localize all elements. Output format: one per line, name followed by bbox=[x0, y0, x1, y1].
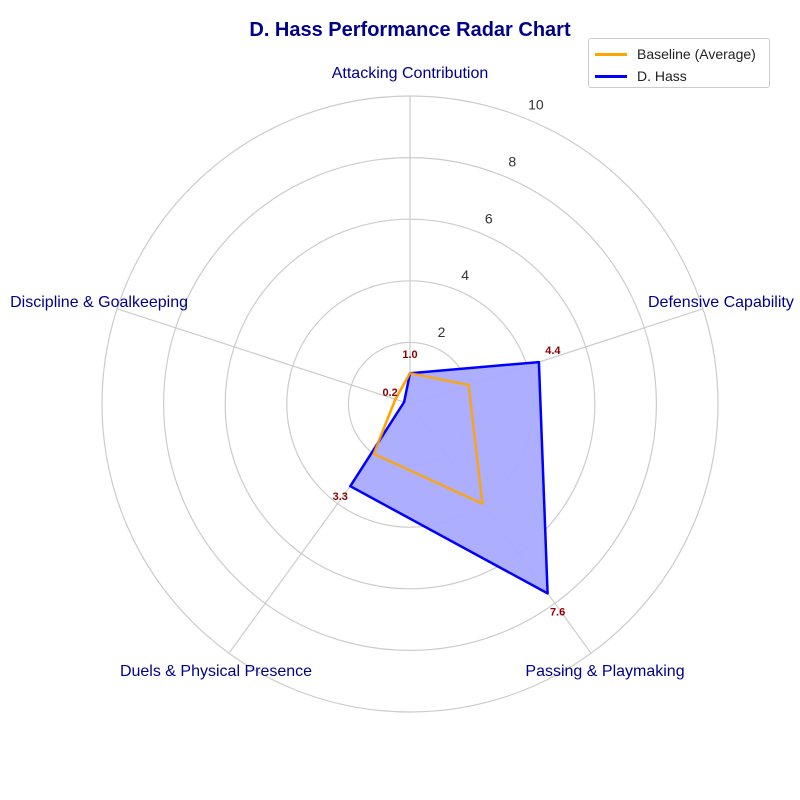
data-label-3: 3.3 bbox=[333, 491, 348, 503]
series-layer bbox=[349, 360, 549, 595]
radial-tick-label-4: 4 bbox=[461, 267, 469, 283]
legend-swatch-hass bbox=[595, 74, 627, 78]
legend: Baseline (Average) D. Hass bbox=[588, 38, 770, 88]
spoke-4 bbox=[116, 308, 411, 405]
chart-title: D. Hass Performance Radar Chart bbox=[249, 19, 571, 41]
radial-tick-label-10: 10 bbox=[528, 96, 544, 112]
data-label-4: 0.2 bbox=[382, 387, 397, 399]
legend-item-hass: D. Hass bbox=[589, 65, 769, 87]
legend-label-baseline: Baseline (Average) bbox=[637, 46, 756, 62]
category-label-2: Passing & Playmaking bbox=[525, 663, 684, 680]
radial-tick-label-8: 8 bbox=[508, 153, 516, 169]
radial-tick-label-6: 6 bbox=[485, 210, 493, 226]
data-label-1: 4.4 bbox=[545, 345, 561, 357]
category-label-4: Discipline & Goalkeeping bbox=[10, 294, 188, 311]
legend-item-baseline: Baseline (Average) bbox=[589, 43, 769, 65]
legend-swatch-baseline bbox=[595, 52, 627, 56]
legend-label-hass: D. Hass bbox=[637, 68, 687, 84]
series-polygon-1 bbox=[349, 360, 549, 595]
data-label-0: 1.0 bbox=[402, 349, 417, 361]
data-label-2: 7.6 bbox=[550, 606, 565, 618]
category-label-1: Defensive Capability bbox=[648, 294, 794, 311]
radial-tick-label-2: 2 bbox=[438, 324, 446, 340]
category-label-0: Attacking Contribution bbox=[332, 65, 489, 82]
series-outline-baseline bbox=[372, 371, 484, 505]
grid-layer bbox=[101, 95, 719, 713]
label-layer: 2 4 6 8 10 Attacking Contribution Defensive Ca… bbox=[10, 65, 794, 680]
category-label-3: Duels & Physical Presence bbox=[120, 663, 312, 680]
